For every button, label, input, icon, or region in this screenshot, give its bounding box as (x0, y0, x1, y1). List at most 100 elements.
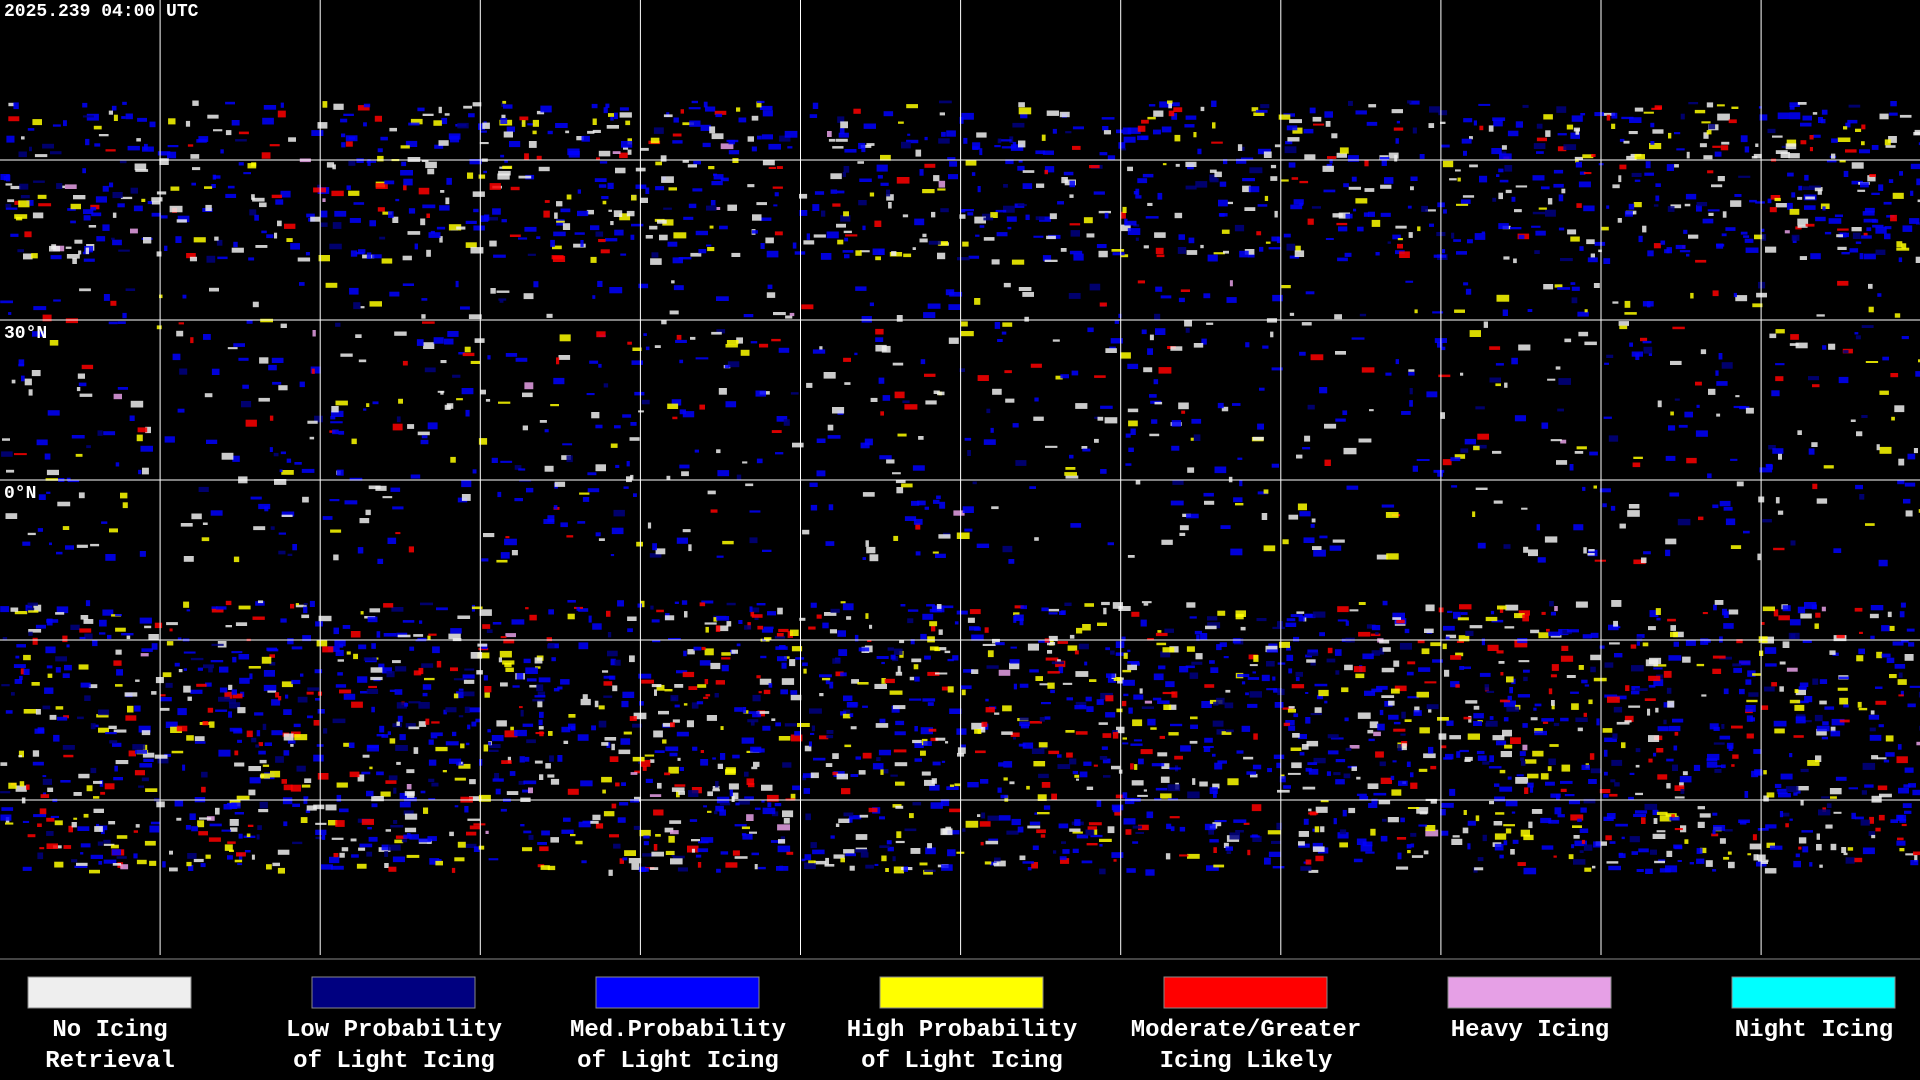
icing-pixel (78, 382, 87, 387)
icing-pixel (861, 146, 866, 153)
icing-pixel (933, 175, 940, 182)
icing-pixel (55, 667, 61, 673)
icing-pixel (478, 794, 491, 802)
icing-pixel (1179, 666, 1189, 673)
icing-pixel (42, 775, 47, 778)
icing-pixel (137, 117, 147, 122)
icing-pixel (1207, 616, 1218, 621)
icing-pixel (956, 532, 970, 539)
icing-pixel (1495, 363, 1504, 366)
icing-pixel (1022, 170, 1035, 173)
icing-pixel (731, 252, 741, 257)
icing-pixel (742, 461, 748, 464)
icing-pixel (348, 742, 355, 748)
icing-pixel (64, 184, 77, 189)
icing-pixel (1037, 812, 1050, 815)
icing-pixel (929, 646, 939, 651)
icing-pixel (349, 477, 363, 481)
icing-pixel (1871, 795, 1882, 803)
icing-pixel (1408, 232, 1413, 238)
icing-pixel (1217, 402, 1224, 409)
icing-pixel (650, 605, 654, 610)
icing-pixel (1407, 661, 1416, 665)
icing-pixel (1009, 659, 1020, 664)
icing-pixel (183, 685, 191, 693)
icing-pixel (98, 709, 109, 716)
icing-pixel (494, 773, 499, 780)
icing-pixel (1203, 492, 1214, 497)
icing-pixel (8, 102, 15, 107)
icing-pixel (779, 135, 791, 142)
icing-pixel (1723, 688, 1729, 695)
icing-pixel (428, 739, 434, 745)
icing-pixel (975, 234, 980, 237)
icing-pixel (645, 187, 650, 194)
icing-pixel (11, 379, 16, 384)
icing-pixel (860, 144, 872, 148)
icing-pixel (1643, 551, 1651, 555)
icing-pixel (1209, 660, 1215, 664)
icing-pixel (1503, 544, 1511, 549)
icing-pixel (629, 437, 640, 441)
icing-pixel (1714, 769, 1722, 773)
icing-pixel (700, 759, 709, 766)
lat-label: 0°N (4, 484, 36, 504)
icing-pixel (301, 614, 310, 619)
icing-pixel (245, 419, 257, 427)
icing-pixel (1655, 707, 1659, 713)
icing-pixel (1426, 391, 1438, 398)
icing-pixel (21, 136, 25, 140)
icing-pixel (900, 604, 906, 607)
icing-pixel (712, 786, 720, 790)
icing-pixel (1229, 832, 1240, 840)
icing-pixel (622, 414, 632, 418)
icing-pixel (1584, 684, 1590, 687)
icing-pixel (1903, 784, 1911, 788)
icing-pixel (1244, 249, 1255, 255)
icing-pixel (402, 620, 415, 623)
icing-pixel (1037, 794, 1047, 801)
icing-pixel (893, 866, 904, 874)
icing-pixel (792, 442, 804, 448)
icing-pixel (860, 250, 870, 253)
icing-pixel (969, 609, 981, 615)
icing-pixel (1826, 803, 1832, 808)
icing-pixel (843, 709, 851, 714)
icing-pixel (1701, 121, 1711, 124)
icing-pixel (1304, 435, 1311, 442)
icing-pixel (995, 209, 1007, 213)
icing-pixel (1157, 630, 1162, 633)
icing-pixel (696, 701, 704, 705)
icing-pixel (56, 606, 69, 614)
icing-pixel (1833, 548, 1842, 553)
icing-pixel (1702, 612, 1708, 615)
icing-pixel (670, 695, 679, 702)
icing-pixel (1135, 237, 1139, 241)
icing-pixel (1345, 213, 1353, 219)
icing-pixel (1233, 497, 1243, 503)
icing-pixel (1571, 703, 1579, 710)
icing-pixel (1147, 718, 1156, 726)
icing-pixel (1878, 814, 1885, 821)
icing-pixel (636, 541, 643, 547)
icing-pixel (838, 818, 850, 823)
icing-pixel (1779, 661, 1786, 665)
icing-pixel (1744, 238, 1754, 243)
icing-pixel (919, 238, 928, 243)
icing-pixel (720, 143, 734, 150)
icing-pixel (219, 687, 228, 693)
icing-pixel (1590, 768, 1601, 774)
icing-pixel (1531, 809, 1543, 814)
icing-pixel (1530, 629, 1540, 634)
icing-pixel (167, 151, 177, 159)
icing-pixel (850, 774, 859, 777)
icing-pixel (422, 113, 434, 116)
icing-pixel (682, 122, 694, 126)
icing-pixel (832, 203, 841, 207)
icing-pixel (215, 807, 220, 815)
icing-pixel (1298, 734, 1307, 739)
icing-pixel (1613, 620, 1618, 627)
icing-pixel (1515, 121, 1523, 128)
icing-pixel (258, 503, 271, 510)
icing-pixel (1380, 777, 1392, 784)
